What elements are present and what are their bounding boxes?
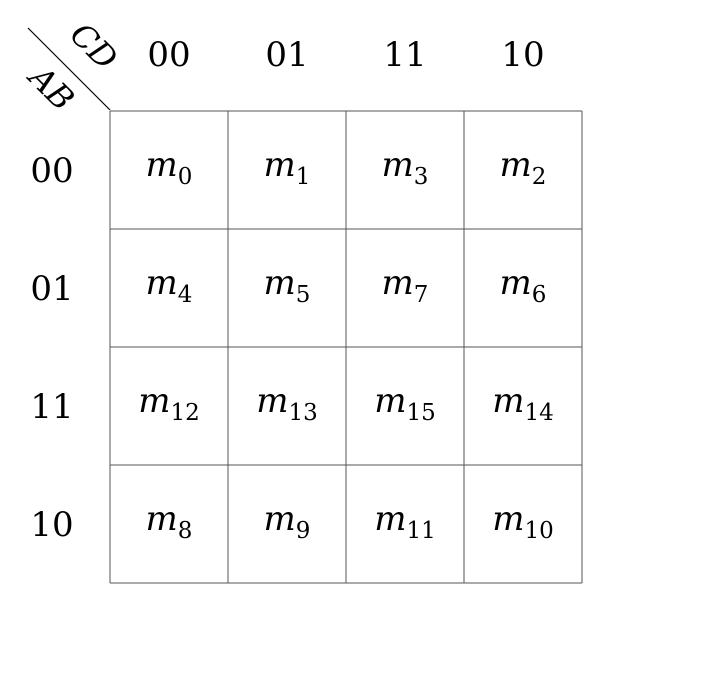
column-headers: 00 01 11 10 [147,35,544,75]
minterm-cell: m0 [146,145,193,190]
corner-diagonal [27,27,111,111]
minterm-cell: m15 [374,381,436,426]
row-header: 01 [30,269,73,309]
minterm-cell: m7 [382,263,429,308]
minterm-cell: m10 [492,499,554,544]
minterm-cell: m9 [264,499,311,544]
minterm-cell: m3 [382,145,429,190]
minterm-cell: m6 [500,263,547,308]
minterm-cell: m11 [374,499,436,544]
row-header: 11 [30,387,73,427]
minterm-cell: m4 [146,263,193,308]
column-header: 01 [265,35,308,75]
row-header: 00 [30,151,73,191]
minterm-cell: m8 [146,499,193,544]
column-variable-label: CD [63,15,125,77]
minterm-cell: m13 [256,381,318,426]
minterm-cell: m5 [264,263,311,308]
column-header: 00 [147,35,190,75]
row-variable-label: AB [20,56,82,118]
column-header: 10 [501,35,544,75]
minterm-cell: m1 [264,145,311,190]
row-header: 10 [30,505,73,545]
minterm-cell: m12 [138,381,200,426]
minterm-cell: m14 [492,381,554,426]
map-grid [109,110,583,584]
minterm-cell: m2 [500,145,547,190]
column-header: 11 [383,35,426,75]
minterm-cells: m0 m1 m3 m2 m4 m5 m7 m6 m12 m13 m15 m14 m8 m9 m11 m10 [138,145,554,544]
row-headers: 00 01 11 10 [30,151,73,545]
